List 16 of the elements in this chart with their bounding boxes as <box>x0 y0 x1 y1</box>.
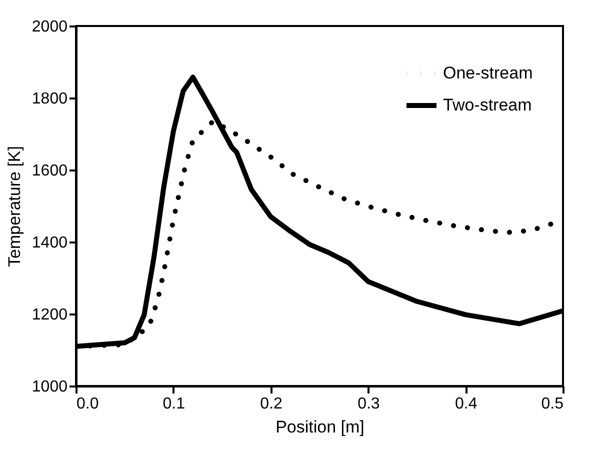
x-tick-label: 0.4 <box>454 396 478 412</box>
x-tick-label: 0.2 <box>260 396 283 412</box>
y-tick-label: 1200 <box>32 306 68 324</box>
y-axis-title: Temperature [K] <box>4 146 24 267</box>
x-axis-title: Position [m] <box>276 418 364 436</box>
y-tick-label: 1600 <box>32 162 68 180</box>
y-tick-label: 1800 <box>32 90 68 108</box>
y-tick-label: 2000 <box>32 18 68 36</box>
y-tick-label: 1000 <box>32 378 68 396</box>
x-tick-label: 0.0 <box>76 396 99 412</box>
x-tick-label: 0.5 <box>541 396 564 412</box>
legend-label: One-stream <box>443 64 533 82</box>
x-tick-label: 0.3 <box>358 396 380 412</box>
legend-label: Two-stream <box>443 96 532 114</box>
y-tick-label: 1400 <box>32 234 68 252</box>
x-tick-label: 0.1 <box>162 396 186 412</box>
